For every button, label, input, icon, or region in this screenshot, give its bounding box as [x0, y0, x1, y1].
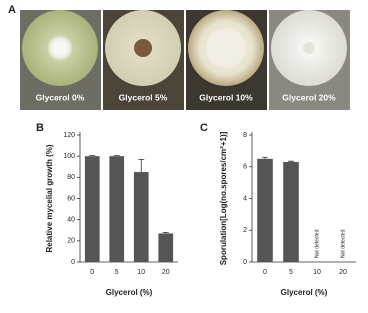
photo-label: Glycerol 20%	[282, 92, 336, 102]
y-tick-label: 20	[67, 238, 75, 245]
photo-label: Glycerol 0%	[36, 92, 85, 102]
y-tick-label: 100	[63, 153, 75, 160]
y-tick-label: 2	[243, 227, 247, 234]
x-tick-label: 10	[137, 269, 145, 276]
x-tick-label: 0	[90, 269, 94, 276]
panel-label: A	[8, 4, 16, 16]
error-bar	[113, 155, 120, 157]
y-axis-label: Sporulation[Log(no.spores/cm²+1)]	[219, 131, 228, 265]
y-axis-label: Relative mycelial growth (%)	[45, 144, 54, 252]
x-tick-label: 20	[339, 269, 347, 276]
bar	[257, 158, 273, 262]
bar	[133, 172, 149, 262]
y-tick-label: 0	[71, 259, 75, 266]
photo	[20, 10, 350, 110]
bar	[158, 233, 174, 262]
y-tick-label: 8	[243, 132, 247, 139]
bar	[283, 161, 299, 262]
y-tick-label: 80	[67, 174, 75, 181]
x-axis-label: Glycerol (%)	[281, 288, 328, 297]
error-bar	[138, 158, 145, 173]
annotation: Not detected	[314, 229, 320, 258]
y-tick-label: 60	[67, 195, 75, 202]
x-axis-label: Glycerol (%)	[106, 288, 153, 297]
annotation: Not detected	[340, 229, 346, 258]
panel-label: C	[200, 122, 208, 134]
y-tick-label: 40	[67, 217, 75, 224]
error-bar	[162, 231, 169, 234]
error-bar	[89, 155, 96, 157]
x-tick-label: 10	[313, 269, 321, 276]
y-tick-label: 0	[243, 259, 247, 266]
error-bar	[288, 160, 294, 162]
photo-label: Glycerol 10%	[199, 92, 253, 102]
panel-label: B	[36, 122, 44, 134]
bar	[84, 156, 100, 262]
x-tick-label: 5	[115, 269, 119, 276]
bar	[109, 156, 125, 262]
x-tick-label: 5	[289, 269, 293, 276]
error-bar	[262, 156, 268, 159]
y-tick-label: 4	[243, 195, 247, 202]
y-tick-label: 120	[63, 132, 75, 139]
y-tick-label: 6	[243, 164, 247, 171]
photo-label: Glycerol 5%	[119, 92, 168, 102]
x-tick-label: 20	[162, 269, 170, 276]
x-tick-label: 0	[263, 269, 267, 276]
